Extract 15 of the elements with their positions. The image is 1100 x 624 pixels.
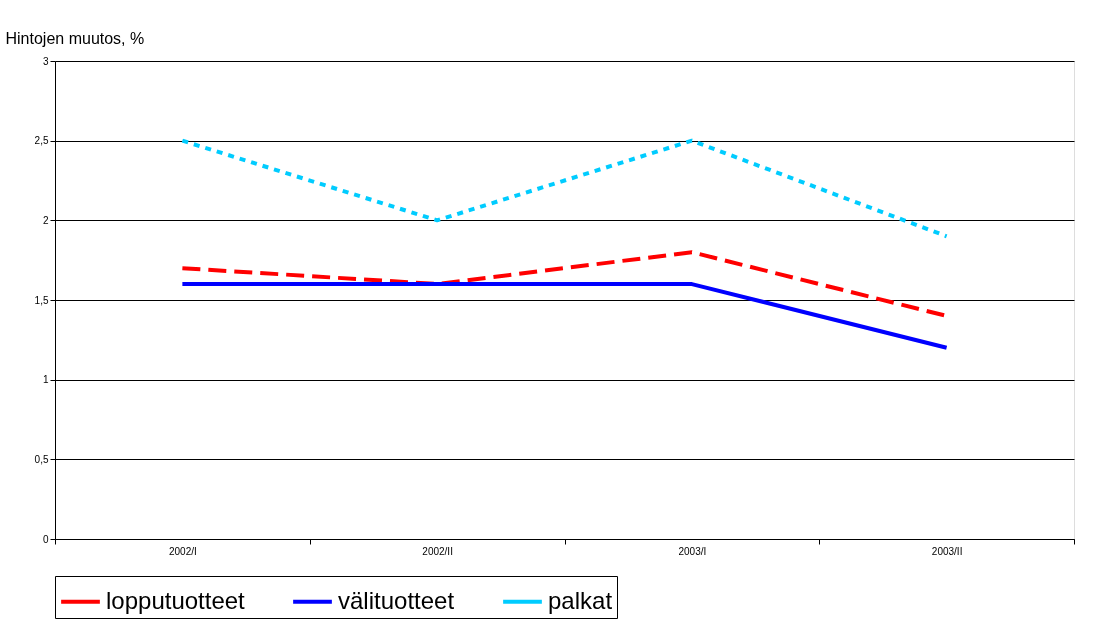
y-tick-label: 1,5 [34, 294, 49, 306]
x-tick-label: 2003/I [678, 545, 707, 557]
x-tick-label: 2003/II [931, 545, 963, 557]
y-axis-title: Hintojen muutos, % [5, 29, 145, 47]
y-tick-label: 3 [42, 55, 49, 67]
y-tick-label: 2 [42, 214, 49, 226]
legend-label: palkat [548, 586, 613, 614]
y-tick-label: 1 [42, 374, 49, 386]
x-tick-label: 2002/I [168, 545, 197, 557]
legend-label: lopputuotteet [106, 586, 246, 614]
y-tick-label: 0 [42, 533, 49, 545]
x-tick-label: 2002/II [422, 545, 453, 557]
y-tick-label: 0,5 [34, 453, 49, 465]
y-tick-label: 2,5 [34, 135, 49, 147]
legend-label: välituotteet [338, 586, 455, 614]
